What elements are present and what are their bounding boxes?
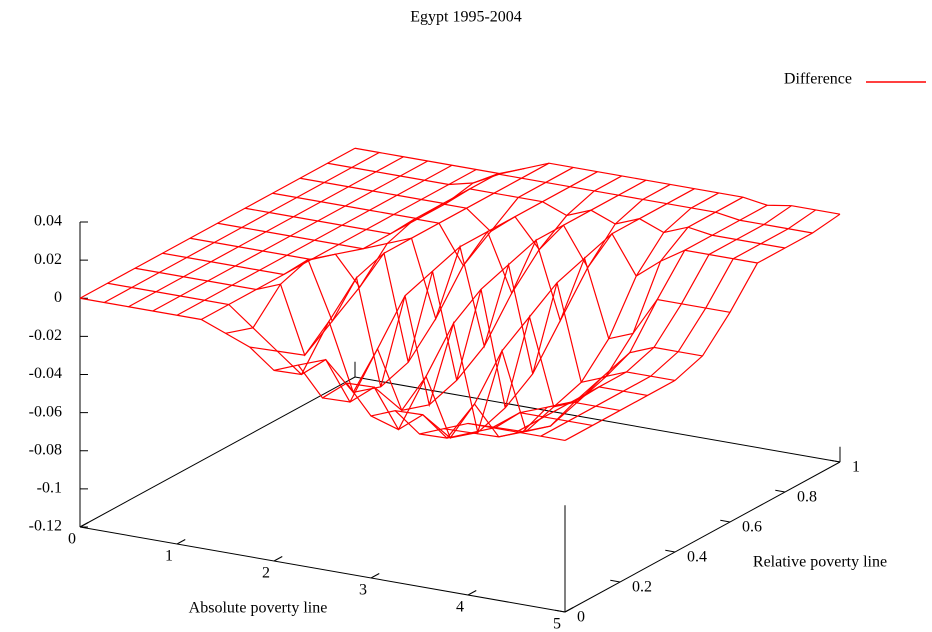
z-tick-label: -0.06 <box>29 403 62 420</box>
base-edge <box>79 376 356 528</box>
z-tick-label: -0.08 <box>29 441 62 458</box>
y-tick-label: 0.6 <box>742 519 762 536</box>
z-tick-label: -0.12 <box>29 518 62 535</box>
mesh-column <box>564 213 841 441</box>
y-tick-label: 0.8 <box>797 489 817 506</box>
mesh-column <box>298 166 574 393</box>
mesh-column <box>249 167 525 356</box>
y-tick-label: 0.2 <box>632 579 652 596</box>
y-tick <box>665 549 676 553</box>
mesh-row <box>327 162 813 234</box>
mesh-column <box>176 164 453 316</box>
x-tick <box>467 590 477 596</box>
y-tick <box>720 519 731 523</box>
mesh-column <box>322 171 598 403</box>
base-edge <box>354 376 841 463</box>
x-tick-label: 4 <box>456 599 464 616</box>
y-tick <box>610 579 621 583</box>
z-tick-label: 0.02 <box>34 251 62 268</box>
mesh-column <box>540 209 817 437</box>
x-tick <box>564 607 574 613</box>
mesh-column <box>491 204 768 429</box>
mesh-column <box>395 183 671 439</box>
mesh-column <box>370 179 647 431</box>
x-tick-label: 2 <box>262 565 270 582</box>
x-tick <box>273 556 283 562</box>
mesh-column <box>152 160 429 312</box>
y-tick-label: 0 <box>577 609 585 626</box>
y-axis <box>564 461 841 613</box>
x-tick-label: 3 <box>359 582 367 599</box>
mesh-row <box>299 177 786 249</box>
mesh-column <box>79 147 356 299</box>
x-tick-label: 0 <box>68 531 76 548</box>
y-tick <box>555 609 566 613</box>
y-tick <box>830 459 841 463</box>
x-tick-label: 5 <box>553 616 561 632</box>
mesh-column <box>200 168 477 321</box>
y-tick-label: 1 <box>852 459 860 476</box>
x-tick-label: 1 <box>165 548 173 565</box>
mesh-column <box>103 151 380 304</box>
mesh-column <box>419 188 695 439</box>
mesh-column <box>467 196 744 433</box>
x-tick <box>79 522 89 528</box>
x-axis-label: Absolute poverty line <box>189 600 328 617</box>
x-tick <box>176 539 186 545</box>
mesh-column <box>128 156 404 308</box>
z-tick-label: 0.04 <box>34 213 62 230</box>
z-tick-label: -0.04 <box>29 365 62 382</box>
x-tick <box>370 573 380 579</box>
chart-title: Egypt 1995-2004 <box>410 9 522 26</box>
y-tick-label: 0.4 <box>687 549 707 566</box>
z-tick-label: -0.02 <box>29 327 62 344</box>
y-axis-label: Relative poverty line <box>753 554 887 571</box>
mesh-column <box>443 192 720 438</box>
y-tick <box>775 489 786 493</box>
z-tick-label: -0.1 <box>37 480 62 497</box>
z-tick-label: 0 <box>54 289 62 306</box>
x-axis <box>79 526 566 613</box>
legend-label: Difference <box>784 71 852 88</box>
mesh-column <box>273 162 550 376</box>
mesh-column <box>346 175 623 411</box>
mesh-column <box>516 205 792 433</box>
mesh-row <box>107 282 593 439</box>
